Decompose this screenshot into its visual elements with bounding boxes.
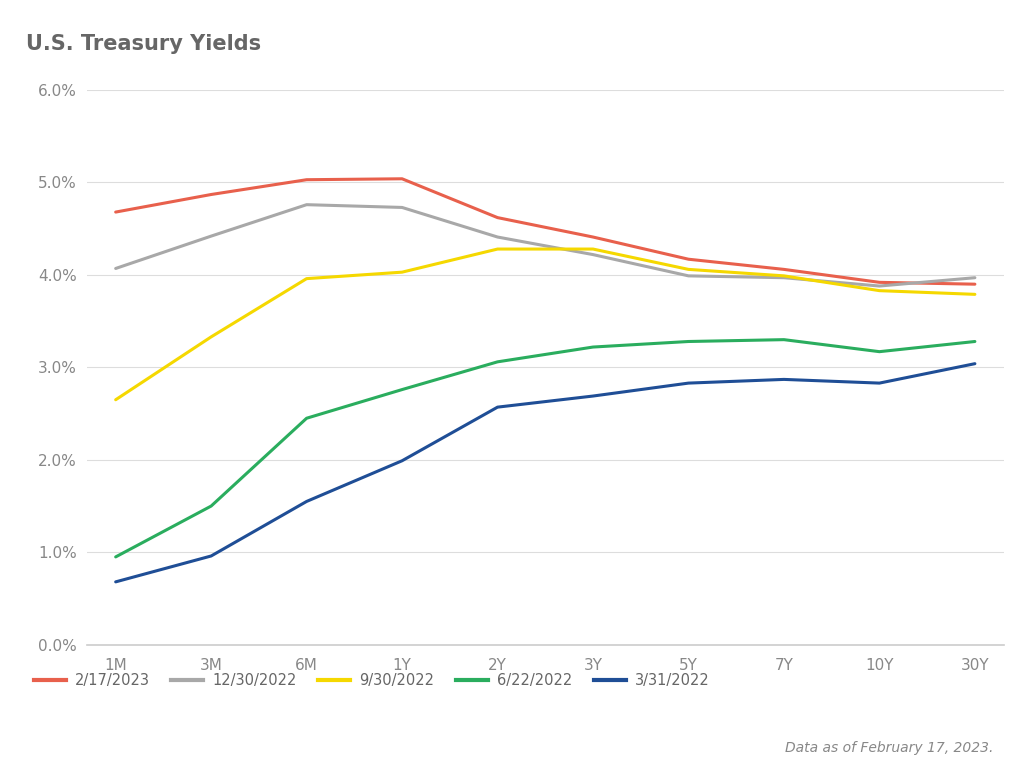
Text: Data as of February 17, 2023.
Source: Bloomberg.: Data as of February 17, 2023. Source: Bl… bbox=[785, 742, 993, 763]
Text: U.S. Treasury Yields: U.S. Treasury Yields bbox=[26, 34, 261, 54]
Legend: 2/17/2023, 12/30/2022, 9/30/2022, 6/22/2022, 3/31/2022: 2/17/2023, 12/30/2022, 9/30/2022, 6/22/2… bbox=[28, 668, 716, 694]
